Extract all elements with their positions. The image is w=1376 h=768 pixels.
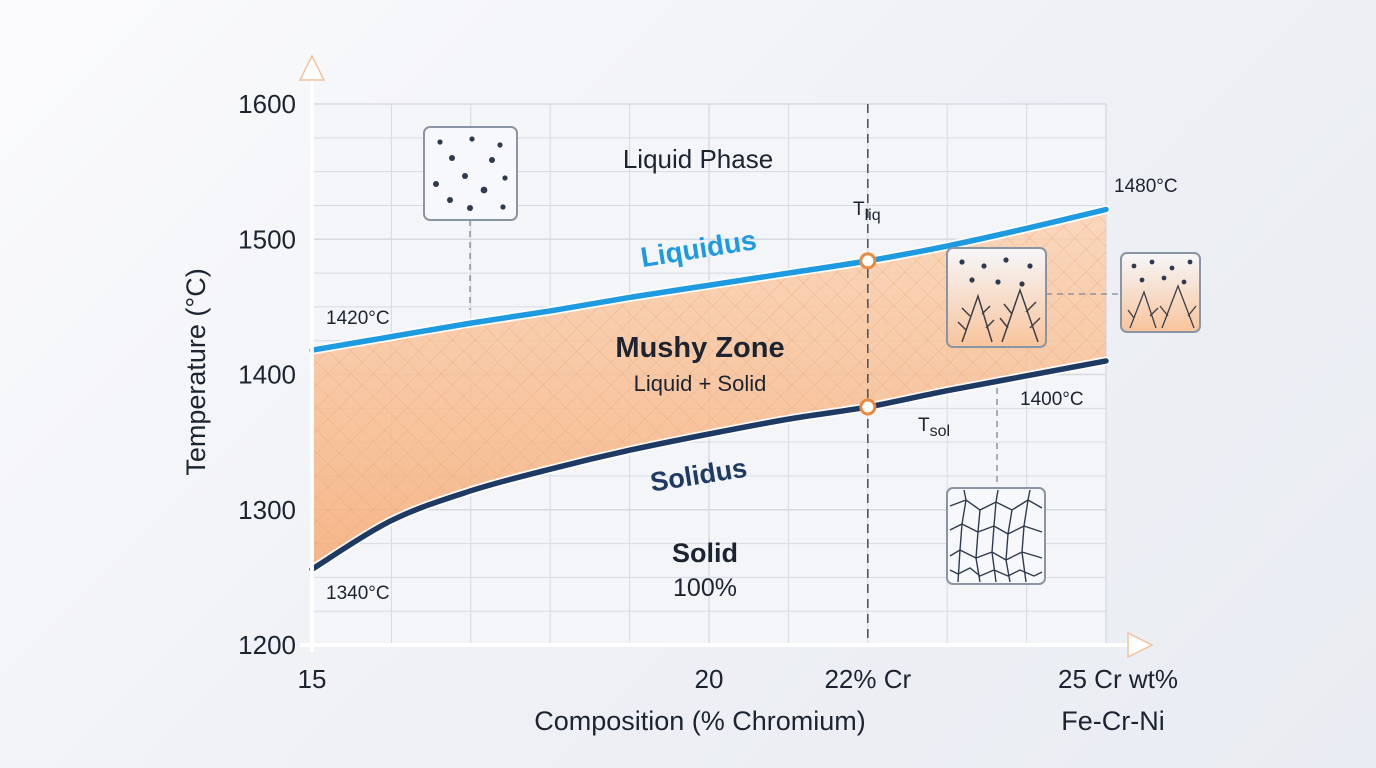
region-sublabel-mushy: Liquid + Solid xyxy=(634,371,767,396)
x-axis-arrow-icon xyxy=(1127,631,1154,659)
x-tick-label: 20 xyxy=(695,664,724,694)
solid-microstructure-icon xyxy=(946,487,1046,585)
marker-label-solidus: Tsol xyxy=(918,415,950,440)
annotation-liquidus-end: 1480°C xyxy=(1114,176,1178,197)
annotation-solidus-start: 1340°C xyxy=(326,583,390,604)
x-tick-labels: 15 20 22% Cr 25 Cr wt% xyxy=(298,664,1178,694)
intersection-marker-liq xyxy=(859,252,877,270)
mushy-zone-hatch xyxy=(312,209,1106,570)
x-tick-label: 22% Cr xyxy=(824,664,911,694)
y-axis-title: Temperature (°C) xyxy=(181,268,211,475)
mushy-microstructure-icon xyxy=(946,247,1047,348)
annotation-liquidus-start: 1420°C xyxy=(326,308,390,329)
y-axis-arrow-icon xyxy=(298,54,326,81)
y-tick-labels: 1200 1300 1400 1500 1600 xyxy=(238,89,296,660)
series-line-liquidus xyxy=(309,206,1109,353)
marker-label-liquidus: Tliq xyxy=(853,199,881,224)
series-line-solidus xyxy=(309,358,1109,573)
y-tick-label: 1200 xyxy=(238,630,296,660)
y-tick-label: 1400 xyxy=(238,360,296,390)
x-axis-title: Composition (% Chromium) xyxy=(534,706,866,736)
y-tick-label: 1300 xyxy=(238,495,296,525)
region-sublabel-solid: 100% xyxy=(673,574,737,602)
y-tick-label: 1600 xyxy=(238,89,296,119)
alloy-label: Fe-Cr-Ni xyxy=(1061,706,1164,736)
mushy-zone-layer xyxy=(312,209,1106,570)
phase-curves xyxy=(307,204,1111,574)
intersection-markers xyxy=(859,252,877,416)
x-tick-label: 15 xyxy=(298,664,327,694)
x-tick-label: 25 Cr wt% xyxy=(1058,664,1178,694)
annotation-solidus-end: 1400°C xyxy=(1020,389,1084,410)
region-label-mushy: Mushy Zone xyxy=(615,332,784,364)
region-label-liquid: Liquid Phase xyxy=(623,144,773,174)
axes xyxy=(298,54,1154,659)
mushy-microstructure-detail-icon xyxy=(1120,252,1201,333)
y-tick-label: 1500 xyxy=(238,224,296,254)
intersection-marker-sol xyxy=(859,398,877,416)
leader-lines xyxy=(469,220,1120,488)
liquid-microstructure-icon xyxy=(423,126,518,221)
region-label-solid: Solid xyxy=(672,538,738,568)
